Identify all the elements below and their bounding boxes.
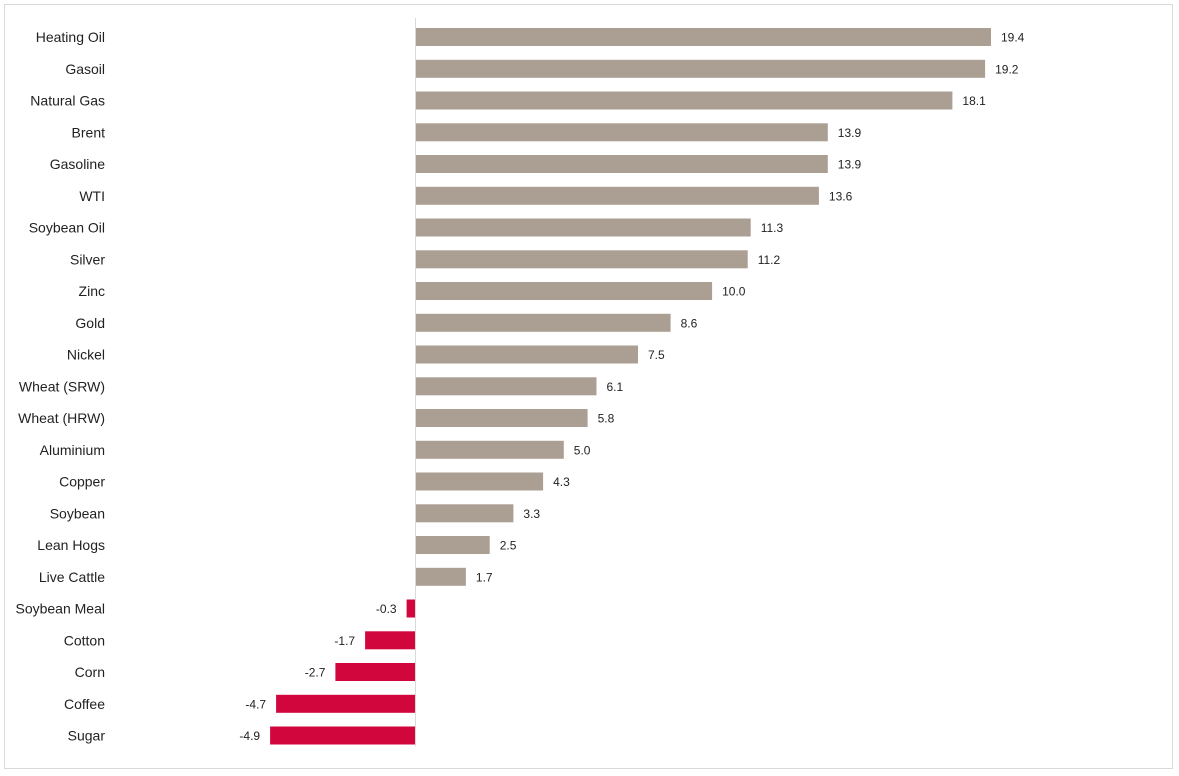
bar-cotton (365, 631, 416, 650)
data-label: -4.9 (239, 729, 260, 743)
bar-zinc (415, 282, 713, 300)
data-label: 1.7 (476, 570, 493, 584)
bar-coffee (276, 694, 416, 713)
category-label: Copper (59, 474, 105, 490)
data-label: 4.3 (553, 475, 570, 489)
category-label: Zinc (79, 283, 105, 299)
data-label: 10.0 (722, 285, 746, 299)
data-label: 19.4 (1001, 31, 1025, 45)
category-label: Gasoil (65, 61, 105, 77)
bar-wheat-srw (415, 377, 597, 396)
category-label: Gasoline (50, 156, 105, 172)
bar-aluminium (415, 440, 564, 459)
bar-wheat-hrw (415, 409, 588, 427)
data-label: 11.3 (761, 221, 784, 235)
category-label: Lean Hogs (37, 537, 105, 553)
data-label: 8.6 (681, 316, 698, 330)
data-label: 11.2 (758, 253, 781, 267)
bar-soybean (415, 504, 514, 523)
bar-copper (415, 472, 544, 491)
category-label: Nickel (67, 347, 105, 363)
category-label: Heating Oil (36, 29, 105, 45)
data-label: 7.5 (648, 348, 665, 362)
data-label: -2.7 (305, 666, 326, 680)
bar-sugar (270, 726, 416, 745)
data-label: 18.1 (962, 94, 986, 108)
data-label: 6.1 (607, 380, 624, 394)
bar-natural-gas (415, 91, 953, 110)
category-label: Aluminium (40, 442, 105, 458)
category-label: Wheat (HRW) (18, 410, 105, 426)
bar-soybean-oil (415, 218, 751, 237)
data-label: 2.5 (500, 539, 517, 553)
data-label: -0.3 (376, 602, 397, 616)
data-label: 13.6 (829, 189, 853, 203)
data-label: -4.7 (245, 697, 266, 711)
data-label: 5.8 (598, 412, 615, 426)
category-label: Wheat (SRW) (19, 378, 105, 394)
category-label: Corn (75, 664, 105, 680)
bar-nickel (415, 345, 638, 364)
bar-gold (415, 313, 671, 332)
data-label: -1.7 (334, 634, 355, 648)
bar-corn (335, 663, 416, 681)
bar-live-cattle (415, 567, 466, 586)
category-label: Soybean Meal (15, 601, 105, 617)
category-label: Soybean (50, 505, 105, 521)
bar-gasoil (415, 59, 986, 78)
category-label: Cotton (64, 632, 105, 648)
category-label: Live Cattle (39, 569, 105, 585)
data-label: 13.9 (838, 126, 862, 140)
category-label: Brent (72, 124, 106, 140)
bar-lean-hogs (415, 536, 490, 554)
category-label: Natural Gas (30, 93, 105, 109)
bar-gasoline (415, 155, 828, 173)
data-label: 19.2 (995, 62, 1019, 76)
data-label: 3.3 (523, 507, 540, 521)
data-label: 5.0 (574, 443, 591, 457)
bar-brent (415, 123, 828, 142)
category-label: WTI (79, 188, 105, 204)
category-label: Soybean Oil (29, 220, 105, 236)
bar-silver (415, 250, 748, 269)
bar-soybean-meal (406, 599, 416, 618)
bar-wti (415, 186, 819, 205)
category-label: Gold (75, 315, 105, 331)
category-label: Coffee (64, 696, 105, 712)
category-label: Sugar (68, 728, 106, 744)
bar-heating-oil (415, 28, 991, 46)
category-label: Silver (70, 251, 105, 267)
data-label: 13.9 (838, 158, 862, 172)
